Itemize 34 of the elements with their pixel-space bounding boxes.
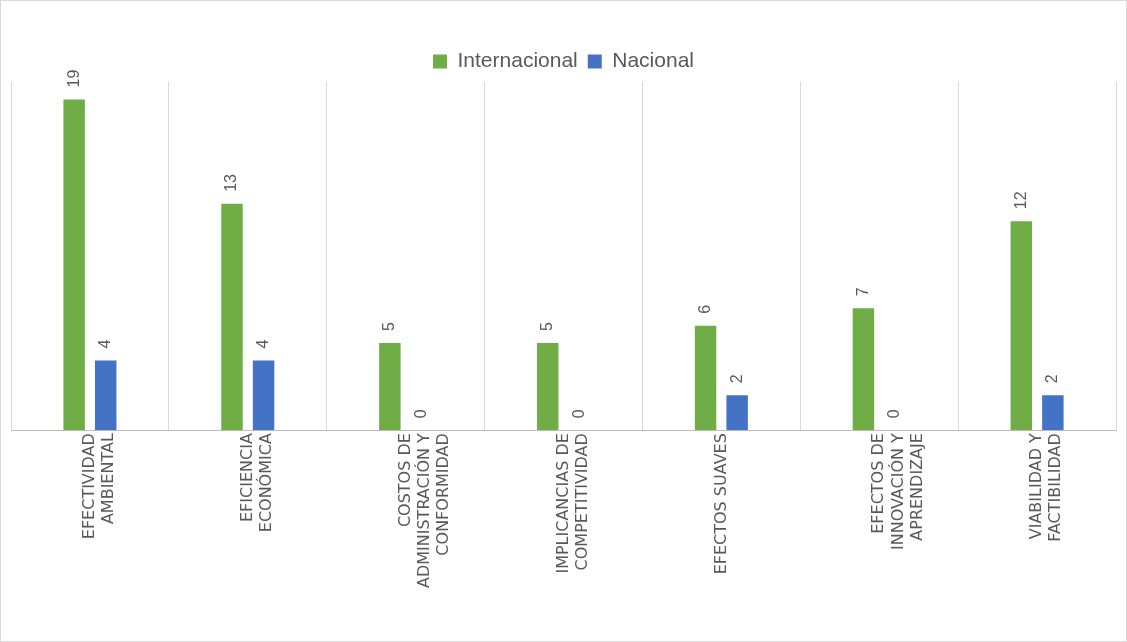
- legend-label: Nacional: [612, 48, 694, 72]
- x-tick-label: EFECTOS SUAVES: [710, 433, 730, 575]
- bar: [221, 203, 243, 431]
- data-label: 5: [380, 322, 398, 332]
- bar: [694, 325, 717, 431]
- bar: [1010, 221, 1033, 431]
- data-label: 4: [96, 339, 114, 349]
- bar: [94, 360, 117, 431]
- bar: [726, 395, 748, 431]
- data-label: 12: [1011, 191, 1029, 210]
- data-label: 0: [885, 409, 903, 419]
- bar: [63, 99, 85, 431]
- data-label: 7: [853, 287, 871, 297]
- bar: [379, 343, 401, 431]
- data-label: 4: [253, 339, 271, 349]
- data-label: 2: [1043, 374, 1061, 384]
- data-label: 2: [727, 374, 745, 384]
- x-tick-label: COSTOS DE ADMINISTRACIÓN Y CONFORMIDAD: [394, 432, 453, 589]
- data-label: 6: [695, 304, 713, 314]
- legend-label: Internacional: [457, 48, 578, 72]
- x-tick-label: EFECTIVIDAD AMBIENTAL: [79, 433, 118, 540]
- data-label: 5: [538, 322, 556, 332]
- data-label: 13: [222, 173, 240, 192]
- bar: [852, 308, 875, 431]
- x-tick-label: IMPLICANCIAS DE COMPETITIVIDAD: [552, 433, 591, 574]
- bar: [536, 343, 559, 431]
- data-label: 0: [569, 409, 587, 419]
- x-tick-label: EFICIENCIA ECONÓMICA: [236, 433, 276, 533]
- x-tick-label: EFECTOS DE INNOVACIÓN Y APRENDIZAJE: [868, 432, 926, 551]
- x-tick-label: VIABILIDAD Y FACTIBILIDAD: [1026, 432, 1065, 542]
- bar: [252, 360, 275, 431]
- data-label: 19: [64, 69, 82, 88]
- bar: [1042, 395, 1064, 431]
- data-label: 0: [411, 409, 429, 419]
